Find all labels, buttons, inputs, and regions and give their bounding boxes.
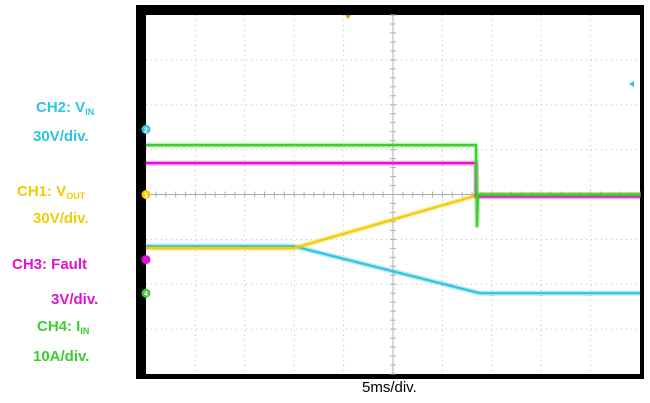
ref-marker-ch4 [141, 288, 151, 298]
ch1-name-label: CH1: VOUT [17, 183, 86, 201]
ref-marker-number: 1 [144, 193, 148, 200]
ch2-scale-label: 30V/div. [33, 128, 89, 145]
trace-ch2 [146, 245, 640, 295]
ref-marker-ch2 [141, 124, 151, 134]
ch3-name-label: CH3: Fault [12, 256, 87, 273]
ch1-scale-label: 30V/div. [33, 210, 89, 227]
ref-marker-ch3 [141, 255, 151, 265]
ch4-scale-label: 10A/div. [33, 348, 90, 365]
ch3-scale-label: 3V/div. [51, 291, 99, 308]
trace-ch4 [146, 144, 640, 227]
trigger-marker-icon [345, 15, 351, 19]
ref-marker-ch1 [141, 190, 151, 199]
ch2-name-label: CH2: VIN [36, 99, 95, 117]
ch4-name-label: CH4: IIN [37, 318, 90, 336]
trigger-level-icon [629, 81, 634, 87]
ref-marker-number: 2 [144, 127, 148, 134]
ref-marker-number: 4 [144, 291, 148, 298]
x-axis-label: 5ms/div. [362, 379, 417, 396]
